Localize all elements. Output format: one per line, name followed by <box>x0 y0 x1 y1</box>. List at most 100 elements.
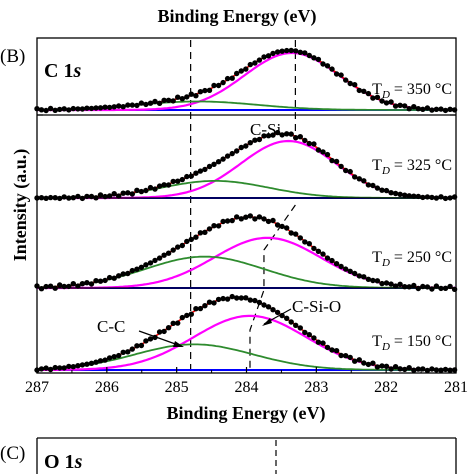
data-point <box>438 367 444 373</box>
data-point <box>270 132 276 138</box>
data-point <box>388 366 394 372</box>
spectrum: TD = 325 °C <box>34 129 458 202</box>
data-point <box>57 282 63 288</box>
data-point <box>338 72 344 78</box>
data-point <box>438 106 444 112</box>
data-point <box>270 217 276 224</box>
data-point <box>234 148 240 154</box>
spectrum: TD = 250 °C <box>34 213 458 292</box>
data-point <box>247 140 253 146</box>
data-point <box>274 49 281 55</box>
data-point <box>420 106 426 113</box>
data-point <box>97 278 104 284</box>
x-tick-label: 287 <box>25 379 49 396</box>
data-point <box>234 70 240 77</box>
data-point <box>411 104 417 110</box>
data-point <box>70 281 77 287</box>
data-point <box>97 192 104 198</box>
data-point <box>111 275 117 281</box>
data-point <box>202 166 208 173</box>
data-point <box>47 366 54 373</box>
annotation-arrows <box>138 308 292 347</box>
data-point <box>229 75 235 81</box>
annotation-c-si: C-Si <box>250 120 281 139</box>
data-point <box>220 295 226 302</box>
y-axis-label: Intensity (a.u.) <box>10 149 31 262</box>
data-point <box>220 79 226 86</box>
data-point <box>161 97 167 104</box>
panel-c-letter: (C) <box>0 443 25 464</box>
data-point <box>165 182 172 188</box>
data-point <box>397 102 403 109</box>
data-point <box>383 100 390 106</box>
panel-c-title: O 1s <box>44 451 83 473</box>
data-point <box>293 135 299 141</box>
data-point <box>311 141 317 147</box>
data-point <box>52 364 58 371</box>
data-point <box>197 168 204 174</box>
data-point <box>79 281 86 287</box>
data-point <box>315 147 322 153</box>
label-prefix: T <box>372 249 382 266</box>
data-point <box>429 286 435 292</box>
data-point <box>129 267 135 274</box>
data-point <box>70 105 77 112</box>
data-point <box>284 225 290 231</box>
data-point <box>356 357 362 363</box>
data-point <box>197 89 204 95</box>
data-point <box>111 191 117 197</box>
data-point <box>134 102 140 109</box>
data-point <box>184 312 190 319</box>
data-point <box>343 353 349 359</box>
data-point <box>265 218 272 225</box>
data-point <box>61 365 67 371</box>
data-point <box>261 302 267 308</box>
data-point <box>302 239 308 245</box>
data-point <box>206 163 213 170</box>
data-point <box>120 190 126 196</box>
data-point <box>84 280 90 286</box>
x-tick-label: 282 <box>374 379 398 396</box>
data-point <box>343 77 349 83</box>
data-point <box>79 106 86 112</box>
data-point <box>352 82 358 88</box>
x-tick-label: 286 <box>95 379 119 396</box>
data-point <box>147 184 154 191</box>
data-point <box>324 63 331 69</box>
data-point <box>329 257 335 264</box>
data-point <box>352 358 358 364</box>
data-point <box>215 82 222 89</box>
data-point <box>433 106 440 113</box>
data-point <box>224 296 231 302</box>
data-point <box>388 99 394 105</box>
spectrum-label: TD = 325 °C <box>372 157 452 177</box>
data-point <box>175 244 181 250</box>
data-point <box>152 257 158 264</box>
data-point <box>57 365 63 371</box>
data-point <box>224 75 231 82</box>
data-point <box>120 349 126 355</box>
data-point <box>138 188 145 195</box>
data-point <box>143 187 149 194</box>
data-point <box>234 214 240 220</box>
data-point <box>106 193 113 199</box>
data-point <box>343 266 349 272</box>
data-point <box>102 357 108 363</box>
data-point <box>415 366 421 372</box>
data-point <box>311 245 317 252</box>
data-point <box>279 223 285 230</box>
top-axis-label: Binding Energy (eV) <box>157 6 316 27</box>
data-point <box>324 344 331 351</box>
data-point <box>270 307 276 313</box>
data-point <box>193 93 199 99</box>
data-point <box>215 296 222 303</box>
data-point <box>397 191 403 197</box>
data-point <box>265 304 272 310</box>
data-point <box>451 107 458 113</box>
label-suffix: = 250 °C <box>390 249 452 266</box>
data-point <box>252 297 258 304</box>
data-point <box>347 80 353 87</box>
data-points <box>34 293 458 374</box>
data-point <box>320 340 326 346</box>
